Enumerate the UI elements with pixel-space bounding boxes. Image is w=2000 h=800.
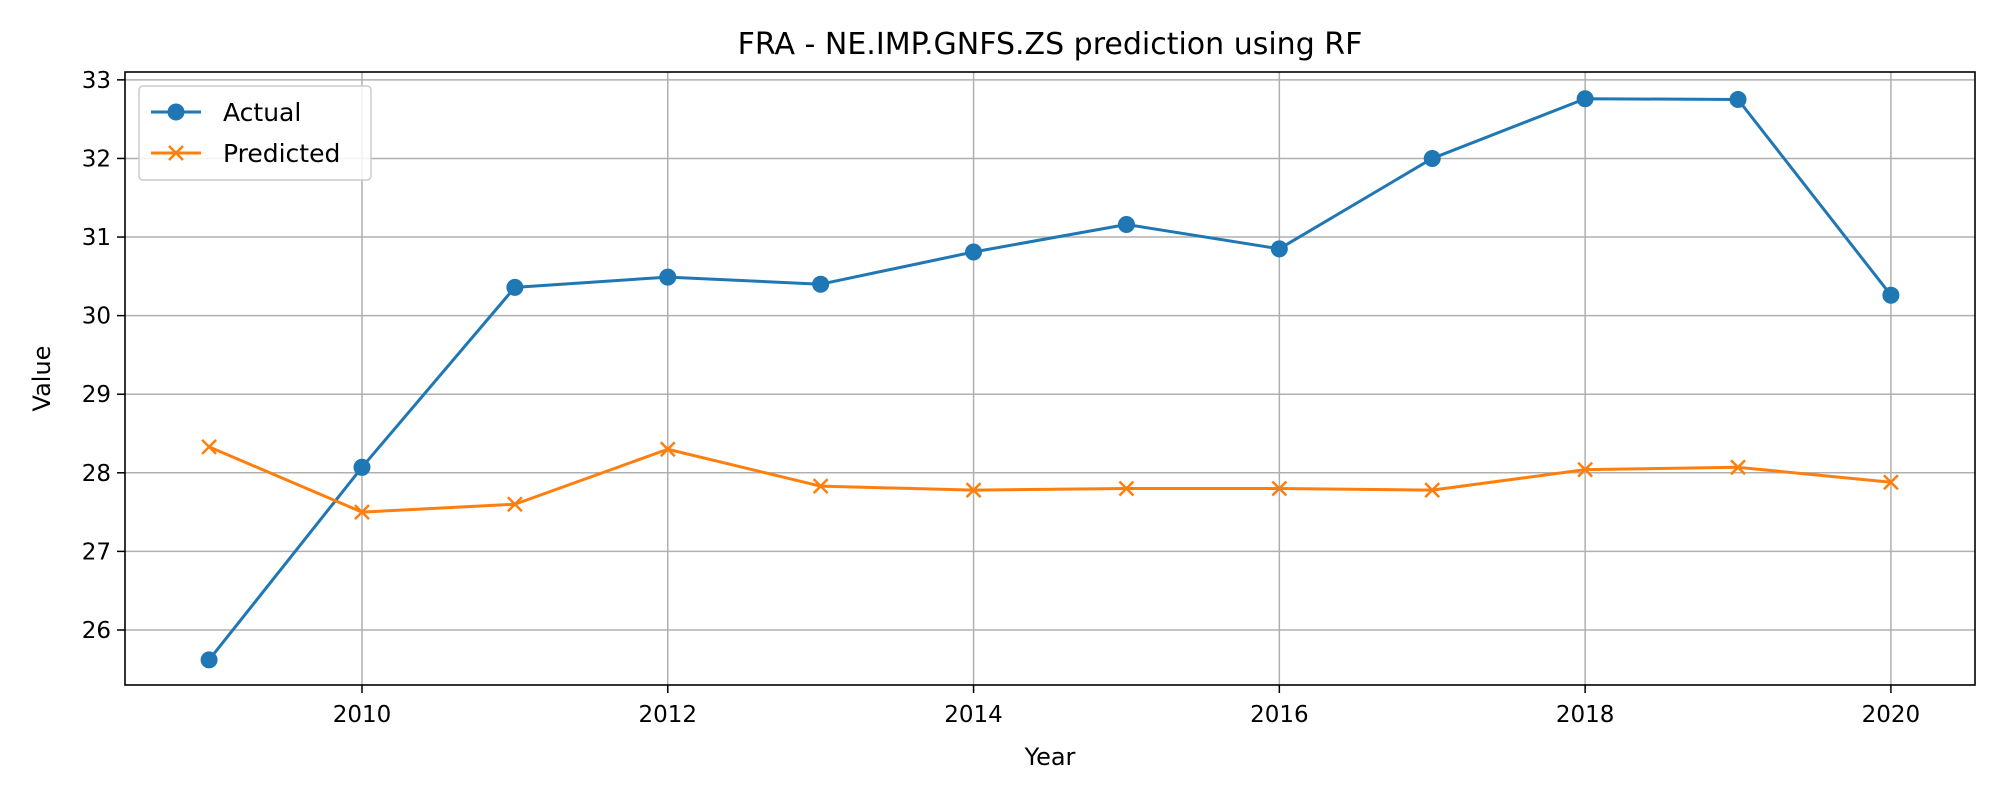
y-tick-label: 31 [82,225,111,251]
y-tick-label: 26 [82,618,111,644]
x-tick-label: 2016 [1250,702,1309,728]
predicted-series [201,438,1899,520]
predicted-point [1730,459,1746,476]
predicted-point [659,441,676,458]
predicted-point [1883,474,1899,491]
actual-point [506,278,524,296]
legend-marker-actual [167,103,185,121]
legend-label-predicted: Predicted [223,139,340,168]
chart-title: FRA - NE.IMP.GNFS.ZS prediction using RF [738,27,1363,62]
predicted-point [506,496,523,513]
grid [125,72,1975,685]
legend-box [138,85,372,181]
predicted-point [812,478,829,495]
legend-entry-predicted: Predicted [151,139,340,168]
x-axis-label: Year [1024,743,1076,771]
predicted-point [1118,480,1135,497]
actual-point [1270,240,1288,258]
series-lines [200,90,1900,669]
actual-line [207,97,1893,661]
y-axis-label: Value [28,346,56,412]
actual-point [1882,286,1900,304]
axis-ticks: 2010 2012 2014 2016 2018 2020 26 27 28 29 30 31 32 33 [82,68,1920,728]
x-tick-label: 2014 [944,702,1003,728]
y-tick-label: 28 [82,461,111,487]
legend-label-actual: Actual [223,98,301,127]
x-tick-label: 2010 [333,702,392,728]
x-tick-label: 2020 [1862,702,1921,728]
predicted-point [965,482,982,498]
actual-point [1576,90,1594,108]
actual-point [353,458,371,476]
y-tick-label: 32 [82,146,111,172]
actual-point [965,243,983,261]
y-tick-label: 27 [82,539,111,565]
predicted-point [1271,480,1288,497]
predicted-line [208,445,1892,514]
actual-point [659,268,677,286]
actual-point [200,651,218,669]
legend: Actual Predicted [138,85,372,181]
legend-entry-actual: Actual [151,98,301,127]
predicted-point [1577,461,1594,478]
actual-series [200,90,1900,669]
plot-frame [124,71,1976,686]
actual-point [1117,215,1135,233]
y-tick-label: 33 [82,68,111,94]
legend-marker-predicted [168,145,184,161]
y-tick-label: 30 [82,304,111,330]
x-tick-label: 2018 [1556,702,1615,728]
predicted-point [354,504,370,520]
actual-point [812,275,830,293]
x-tick-label: 2012 [638,702,697,728]
y-tick-label: 29 [82,382,111,408]
predicted-point [1424,482,1441,498]
actual-point [1729,91,1747,109]
actual-point [1423,149,1441,167]
predicted-point [201,438,217,455]
